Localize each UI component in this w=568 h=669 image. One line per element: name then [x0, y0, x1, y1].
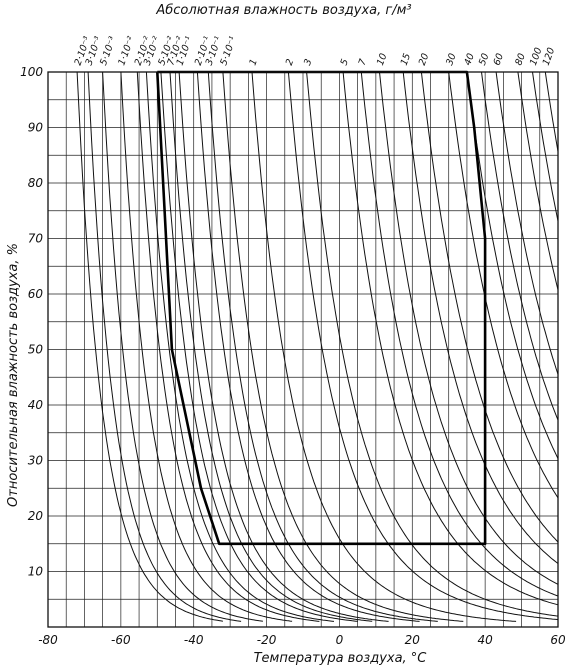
y-tick-label: 60	[28, 287, 44, 301]
humidity-curve	[169, 71, 373, 622]
y-tick-label: 40	[28, 398, 44, 412]
humidity-curve	[196, 71, 420, 622]
humidity-curve	[342, 71, 559, 606]
top-tick-label: 10	[375, 52, 389, 67]
humidity-curve	[178, 71, 389, 622]
humidity-curve	[102, 71, 263, 622]
y-tick-label: 20	[28, 509, 44, 523]
y-tick-label: 80	[28, 176, 44, 190]
y-tick-label: 50	[28, 343, 44, 357]
top-tick-label: 3	[302, 58, 314, 67]
y-tick-label: 30	[28, 454, 44, 468]
humidity-curve	[251, 71, 517, 622]
top-tick-label: 2	[284, 58, 296, 67]
y-tick-label: 90	[28, 121, 44, 135]
top-tick-label: 80	[513, 52, 527, 67]
humidity-curve	[402, 71, 559, 564]
absolute-humidity-curves	[76, 71, 559, 622]
humidity-curve	[495, 71, 559, 375]
humidity-curve	[448, 71, 559, 499]
plot-frame	[47, 71, 559, 628]
humidity-curve	[120, 71, 293, 622]
humidity-curve	[87, 71, 242, 622]
x-tick-label: -40	[184, 633, 204, 647]
top-tick-label: 30	[444, 52, 458, 67]
x-tick-label: -20	[257, 633, 277, 647]
humidity-curve	[466, 71, 559, 459]
humidity-curve	[287, 71, 559, 621]
top-tick-label: 60	[492, 52, 506, 67]
x-tick-label: 0	[336, 633, 344, 647]
humidity-curve	[420, 71, 559, 543]
top-tick-label: 40	[462, 52, 476, 67]
humidity-curve	[160, 71, 358, 622]
top-tick-label: 20	[417, 52, 431, 67]
top-tick-label: 5	[339, 58, 351, 67]
operating-region-boundary	[156, 70, 487, 546]
humidity-curve	[222, 71, 464, 622]
operating-region	[156, 70, 487, 546]
humidity-curve	[306, 71, 559, 617]
y-axis-label: Относительная влажность воздуха, %	[6, 243, 21, 507]
top-tick-label: 120	[541, 46, 558, 67]
humidity-curve	[207, 71, 438, 622]
x-tick-label: -80	[38, 633, 58, 647]
x-tick-label: -60	[111, 633, 131, 647]
humidity-curve	[544, 71, 559, 152]
humidity-curve	[360, 71, 559, 597]
humidity-curve	[481, 71, 559, 421]
humidity-curve	[145, 71, 335, 622]
humidity-curve	[76, 71, 223, 622]
x-tick-label: 20	[405, 633, 421, 647]
y-tick-label: 100	[20, 65, 43, 79]
top-tick-label: 50	[477, 52, 491, 67]
humidity-curve	[532, 71, 559, 222]
humidity-curve	[379, 71, 559, 585]
top-tick-labels: 2·10⁻³3·10⁻³5·10⁻³1·10⁻²2·10⁻²3·10⁻²5·10…	[73, 35, 558, 67]
chart-title: Абсолютная влажность воздуха, г/м³	[155, 3, 411, 18]
humidity-curve	[136, 71, 320, 622]
y-tick-labels: 10 20 30 40 50 60 70 80 90 100	[20, 65, 43, 579]
humidity-curve	[517, 71, 559, 291]
top-tick-label: 7	[357, 58, 369, 67]
x-tick-labels: -80 -60 -40 -20 0 20 40 60	[38, 633, 566, 647]
x-tick-label: 40	[478, 633, 494, 647]
top-tick-label: 15	[399, 52, 413, 67]
x-axis-label: Температура воздуха, °C	[254, 651, 428, 666]
x-tick-label: 60	[550, 633, 566, 647]
y-tick-label: 10	[28, 565, 44, 579]
y-tick-label: 70	[28, 232, 44, 246]
top-tick-label: 1	[247, 58, 259, 67]
